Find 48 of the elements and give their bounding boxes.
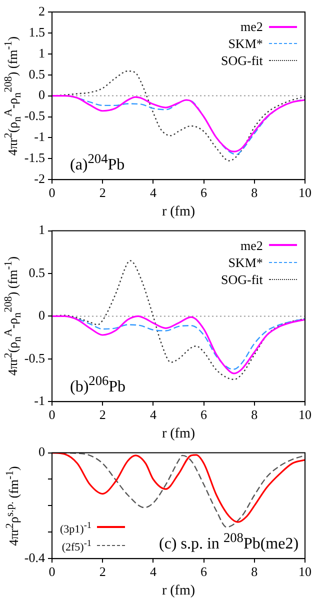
y-tick-label: -1.5	[24, 150, 45, 166]
y-tick-label: 0.5	[28, 264, 45, 280]
x-tick-label: 0	[48, 406, 56, 422]
x-tick-label: 8	[251, 406, 258, 422]
legend-label: SOG-fit	[221, 270, 263, 288]
x-tick-label: 2	[99, 184, 106, 200]
x-tick-label: 10	[298, 184, 312, 200]
x-tick-label: 0	[48, 184, 56, 200]
y-tick-label: 0.5	[28, 66, 45, 82]
legend-label: me2	[240, 18, 263, 35]
x-tick-label: 4	[150, 406, 157, 422]
legend-label: me2	[240, 236, 263, 254]
x-tick-label: 0	[48, 564, 56, 579]
annotation: (a)$^{204}$Pb	[70, 150, 125, 174]
x-axis-title: r (fm)	[162, 204, 196, 220]
legend-label: SOG-fit	[221, 52, 263, 69]
x-tick-label: 8	[251, 184, 258, 200]
annotation: (c) s.p. in $^{208}$Pb(me2)	[159, 530, 299, 553]
y-tick-label: -1	[34, 393, 45, 408]
x-tick-label: 10	[298, 406, 312, 422]
y-tick-label: 1.5	[28, 24, 45, 40]
y-tick-label: -2	[34, 171, 45, 186]
y-tick-label: 0	[38, 308, 45, 323]
x-tick-label: 2	[99, 406, 106, 422]
x-tick-label: 6	[200, 184, 208, 200]
x-tick-label: 6	[200, 564, 208, 579]
y-tick-label: 1	[38, 45, 45, 60]
y-tick-label: -1	[34, 129, 45, 144]
x-tick-label: 4	[150, 564, 157, 579]
legend-label: SKM*	[228, 254, 263, 271]
x-tick-label: 2	[99, 564, 106, 579]
legend-label: (2f5)$^{-1}$	[62, 537, 92, 555]
y-tick-label: 0	[38, 87, 45, 102]
annotation: (b)$^{206}$Pb	[70, 372, 126, 396]
y-tick-label: -0.5	[24, 108, 45, 124]
x-tick-label: 8	[251, 564, 258, 579]
y-tick-label: -0.4	[24, 550, 46, 566]
y-tick-label: 2	[38, 3, 45, 18]
legend-label: SKM*	[228, 35, 263, 52]
y-tick-label: -0.5	[24, 350, 45, 366]
y-tick-label: 1	[38, 222, 45, 238]
x-axis-title: r (fm)	[162, 426, 196, 442]
x-tick-label: 4	[150, 184, 157, 200]
legend-label: (3p1)$^{-1}$	[60, 518, 92, 536]
x-tick-label: 10	[298, 564, 312, 579]
y-tick-label: 0	[38, 444, 45, 460]
x-tick-label: 6	[200, 406, 208, 422]
x-axis-title: r (fm)	[162, 583, 196, 598]
